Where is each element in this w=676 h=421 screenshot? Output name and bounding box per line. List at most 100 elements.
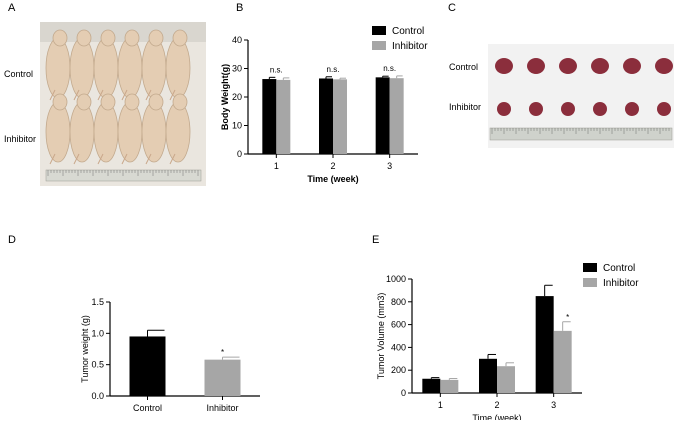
bar xyxy=(389,78,404,154)
y-axis-label: Tumor weight (g) xyxy=(80,315,90,383)
panel-letter-d: D xyxy=(8,234,16,246)
mouse-body xyxy=(165,101,191,163)
bar xyxy=(129,336,166,396)
significance-label: n.s. xyxy=(383,64,396,73)
x-tick-label: 2 xyxy=(494,400,499,410)
x-axis-label: Time (week) xyxy=(472,413,521,420)
photo-c-row-label-inhibitor: Inhibitor xyxy=(449,102,482,112)
y-tick-label: 30 xyxy=(232,64,242,74)
photo-c-row-label-control: Control xyxy=(449,62,479,72)
mouse-head xyxy=(148,29,164,47)
tumor xyxy=(593,102,607,116)
mouse-body xyxy=(69,37,95,99)
tumor-row-control xyxy=(495,58,673,74)
tumor xyxy=(561,102,575,116)
tumor-photo xyxy=(488,44,674,148)
tumor xyxy=(623,58,641,74)
legend-label: Control xyxy=(392,26,424,37)
mouse-head xyxy=(100,93,116,111)
tumor xyxy=(591,58,609,74)
mouse-tail xyxy=(145,89,152,101)
bar xyxy=(535,296,554,393)
mice-row-control xyxy=(45,29,191,101)
y-tick-label: 20 xyxy=(232,92,242,102)
ruler-c xyxy=(489,127,673,141)
x-tick-label: Inhibitor xyxy=(206,403,238,413)
legend-label: Control xyxy=(603,263,635,274)
mouse-body xyxy=(141,101,167,163)
bar xyxy=(479,358,497,393)
y-tick-label: 1000 xyxy=(386,274,406,284)
tumor xyxy=(559,58,577,74)
bar xyxy=(319,78,333,154)
y-tick-label: 0.0 xyxy=(91,391,104,401)
y-tick-label: 0.5 xyxy=(91,360,104,370)
significance-label: n.s. xyxy=(270,65,283,74)
y-tick-label: 40 xyxy=(232,35,242,45)
bar xyxy=(204,359,241,396)
legend-label: Inhibitor xyxy=(392,41,428,52)
mouse-head xyxy=(52,93,68,111)
photo-a-row-label-control: Control xyxy=(4,69,34,79)
y-tick-label: 1.5 xyxy=(91,297,104,307)
significance-label: * xyxy=(221,348,224,357)
tumor xyxy=(657,102,671,116)
x-axis-label: Time (week) xyxy=(307,174,358,184)
chart-body-weight: 0 10 20 30 40 Body Weight(g) 1 n.s. 2 n.s. 3 n.s. Ti… xyxy=(220,26,428,184)
y-tick-label: 10 xyxy=(232,121,242,131)
mouse-tail xyxy=(73,89,80,101)
mouse-body xyxy=(165,37,191,99)
panel-letter-a: A xyxy=(8,2,16,14)
bar xyxy=(553,330,572,393)
mouse-head xyxy=(100,29,116,47)
panel-letter-b: B xyxy=(236,2,244,14)
mouse-head xyxy=(172,93,188,111)
y-tick-label: 0 xyxy=(401,388,406,398)
mouse-body xyxy=(141,37,167,99)
x-tick-label: 3 xyxy=(387,161,392,171)
mouse-photo xyxy=(40,22,206,186)
y-axis-label: Tumor Volume (mm3) xyxy=(376,293,386,380)
mouse-body xyxy=(45,37,71,99)
x-tick-label: Control xyxy=(133,403,162,413)
photo-a-row-label-inhibitor: Inhibitor xyxy=(4,134,37,144)
bar xyxy=(422,378,441,393)
panel-letter-e: E xyxy=(372,234,380,246)
mouse-tail xyxy=(121,153,128,165)
mouse-tail xyxy=(73,153,80,165)
tumor xyxy=(527,58,545,74)
significance-label: * xyxy=(566,313,569,322)
mouse-head xyxy=(76,93,92,111)
x-tick-label: 1 xyxy=(438,400,443,410)
legend-swatch xyxy=(583,263,597,272)
x-tick-label: 1 xyxy=(274,161,279,171)
tumor xyxy=(497,102,511,116)
mouse-body xyxy=(117,37,143,99)
mouse-head xyxy=(124,29,140,47)
tumor xyxy=(495,58,513,74)
mouse-head xyxy=(172,29,188,47)
mouse-head xyxy=(124,93,140,111)
legend-swatch xyxy=(372,41,386,50)
mouse-tail xyxy=(49,89,56,101)
mouse-body xyxy=(93,37,119,99)
tumor xyxy=(655,58,673,74)
x-tick-label: 3 xyxy=(551,400,556,410)
panel-letter-c: C xyxy=(448,2,456,14)
mouse-tail xyxy=(49,153,56,165)
mouse-tail xyxy=(145,153,152,165)
mouse-head xyxy=(52,29,68,47)
mice-row-inhibitor xyxy=(45,93,191,165)
bar xyxy=(333,79,347,154)
x-tick-label: 2 xyxy=(330,161,335,171)
bar xyxy=(440,379,459,393)
legend-label: Inhibitor xyxy=(603,278,639,289)
mouse-head xyxy=(76,29,92,47)
mouse-body xyxy=(93,101,119,163)
y-tick-label: 1.0 xyxy=(91,328,104,338)
y-tick-label: 400 xyxy=(391,342,406,352)
y-tick-label: 0 xyxy=(237,149,242,159)
mouse-body xyxy=(45,101,71,163)
